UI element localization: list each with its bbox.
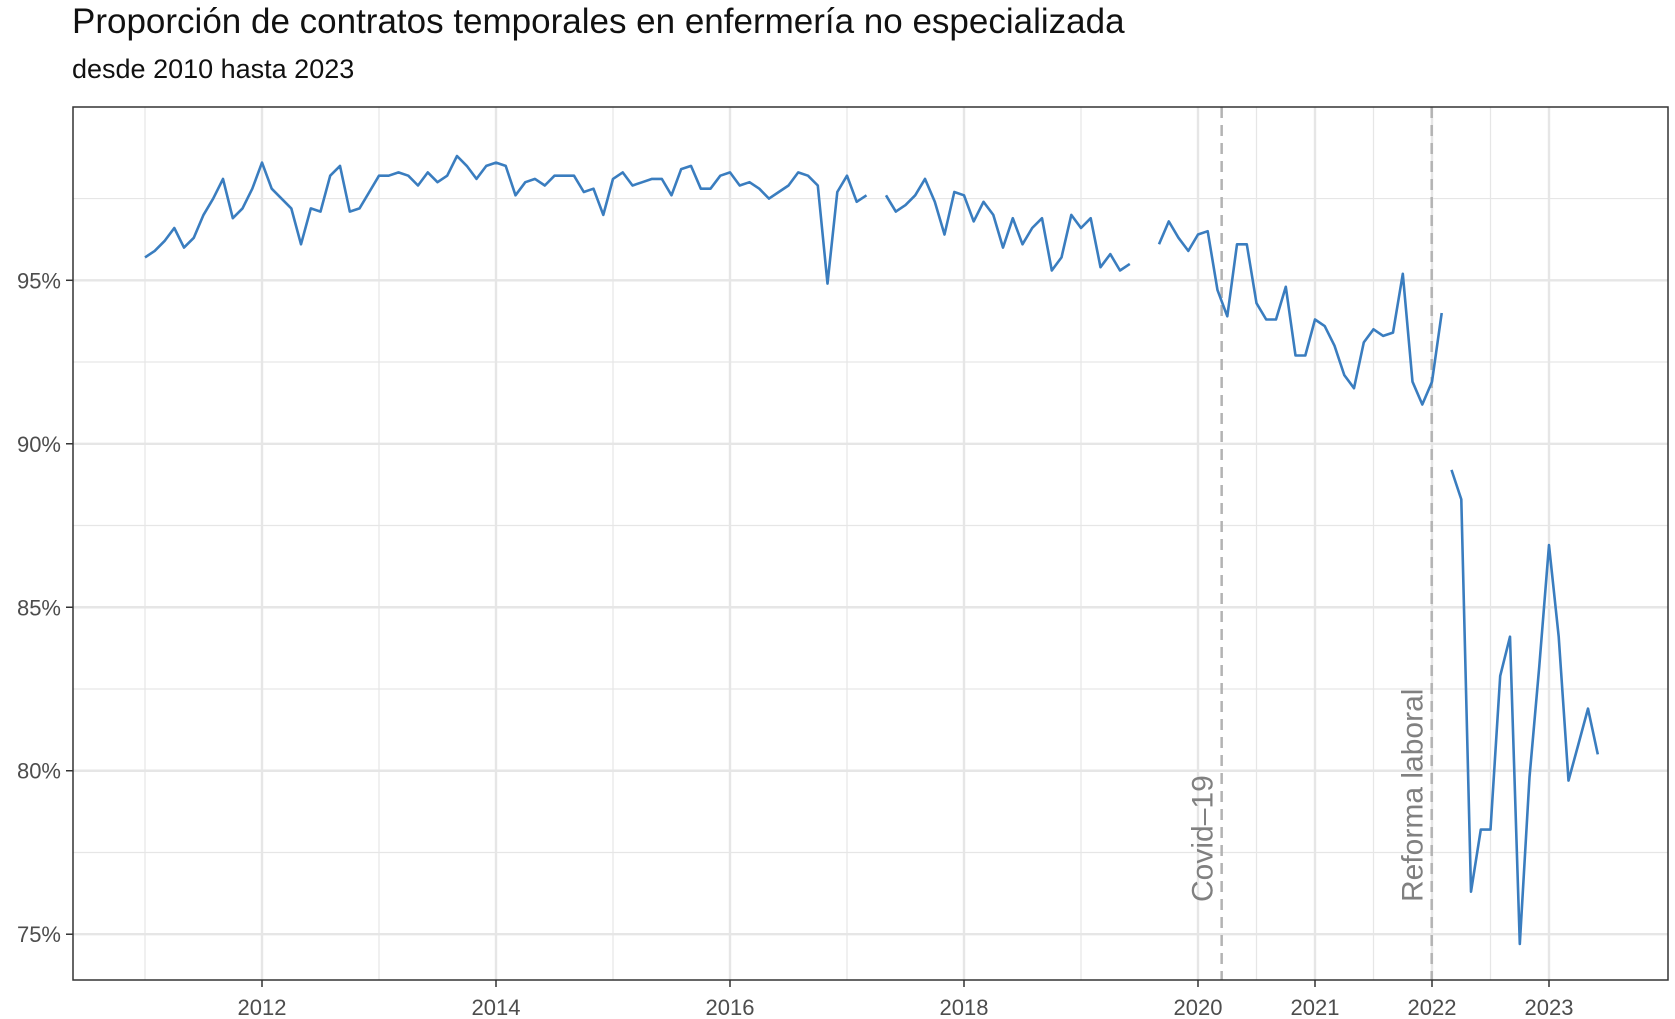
event-lines: Covid–19 Reforma laboral [1187,107,1433,980]
major-gridlines [73,107,1668,980]
x-tick-label: 2021 [1291,995,1340,1019]
event-label: Covid–19 [1187,775,1220,902]
x-tick-label: 2016 [706,995,755,1019]
x-tick-label: 2023 [1525,995,1574,1019]
y-tick-label: 95% [17,268,61,293]
series-line [144,154,1600,946]
y-tick-label: 80% [17,759,61,784]
x-tick-label: 2012 [238,995,287,1019]
series-segment [144,154,868,285]
x-tick-label: 2014 [472,995,521,1019]
y-tick-label: 90% [17,432,61,457]
series-segment [884,177,1131,272]
series-segment [1157,220,1443,406]
plot-background [73,107,1668,980]
minor-gridlines [73,107,1668,980]
x-tick-label: 2020 [1174,995,1223,1019]
series-segment [1450,469,1600,946]
chart-title: Proporción de contratos temporales en en… [72,2,1125,41]
y-tick-label: 75% [17,922,61,947]
y-tick-label: 85% [17,595,61,620]
event-label: Reforma laboral [1397,689,1430,902]
y-axis: 75% 80% 85% 90% 95% [17,268,73,947]
chart-subtitle: desde 2010 hasta 2023 [72,54,355,84]
x-tick-label: 2018 [940,995,989,1019]
plot-panel-border [72,106,1669,981]
x-axis: 2012 2014 2016 2018 2020 2021 2022 2023 [238,980,1574,1019]
x-tick-label: 2022 [1408,995,1457,1019]
